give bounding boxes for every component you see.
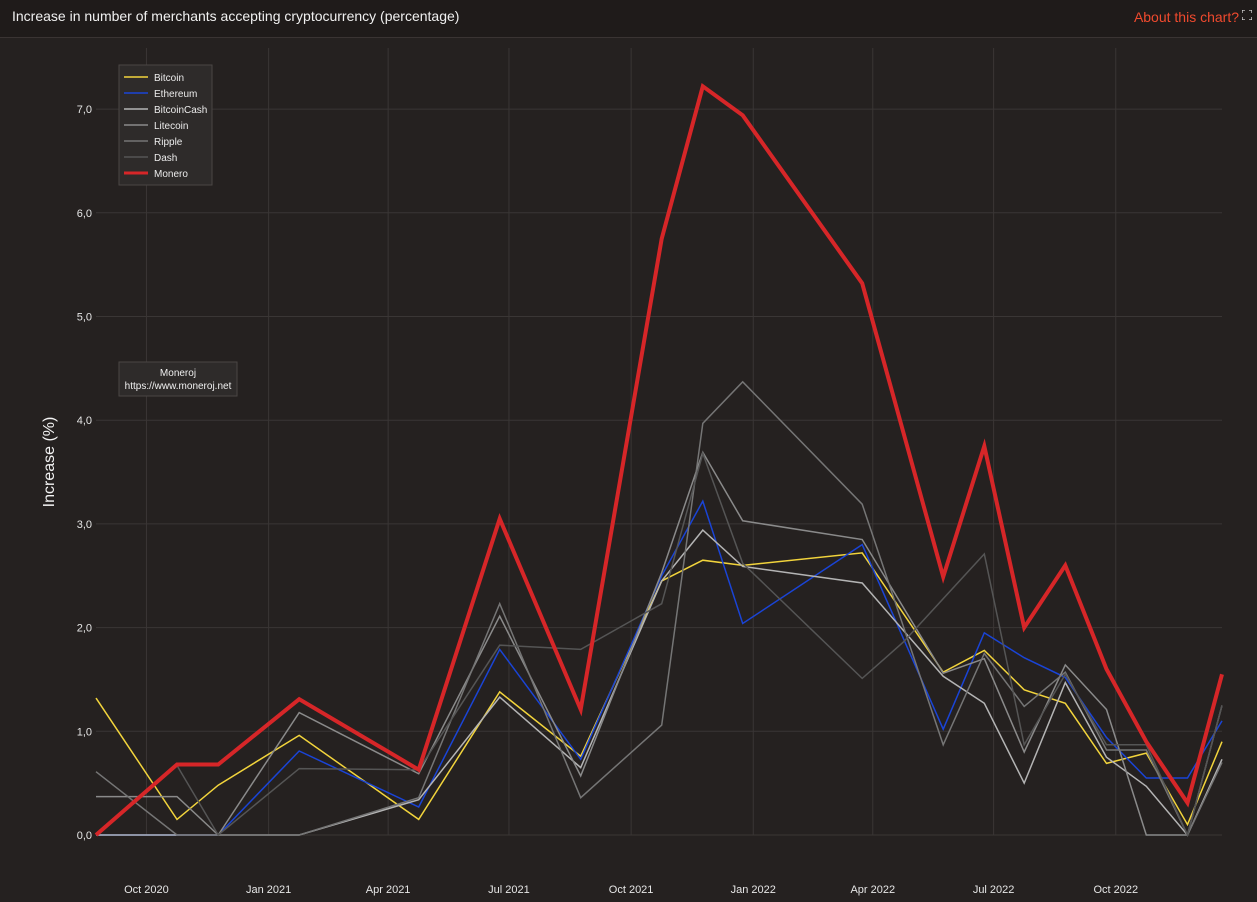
legend-label-ethereum: Ethereum xyxy=(154,89,197,100)
legend-label-bitcoincash: BitcoinCash xyxy=(154,105,207,116)
legend-label-ripple: Ripple xyxy=(154,137,183,148)
x-tick-label: Oct 2021 xyxy=(609,884,654,896)
series-line-ripple xyxy=(95,380,1223,837)
x-tick-label: Jul 2022 xyxy=(973,884,1015,896)
grid xyxy=(96,48,1222,836)
y-tick-label: 2,0 xyxy=(77,623,92,635)
x-tick-label: Apr 2022 xyxy=(850,884,895,896)
series-line-monero xyxy=(94,82,1224,837)
chart-title: Increase in number of merchants acceptin… xyxy=(12,8,460,24)
legend: Bitcoin Ethereum BitcoinCash Litecoin Ripple… xyxy=(118,64,213,186)
y-tick-label: 0,0 xyxy=(77,830,92,842)
line-chart: 0,0 1,0 2,0 3,0 4,0 5,0 6,0 7,0 Oct 2020 Jan 202… xyxy=(41,48,1224,896)
x-tick-label: Apr 2021 xyxy=(366,884,411,896)
legend-label-bitcoin: Bitcoin xyxy=(154,73,184,84)
about-chart-link[interactable]: About this chart? xyxy=(1133,9,1239,25)
y-tick-label: 3,0 xyxy=(77,519,92,531)
watermark-name: Moneroj xyxy=(160,368,196,379)
watermark: Moneroj https://www.moneroj.net xyxy=(118,361,238,397)
y-tick-label: 4,0 xyxy=(77,415,92,427)
series-lines xyxy=(94,82,1224,838)
y-tick-label: 6,0 xyxy=(77,208,92,220)
series-line-bitcoin xyxy=(95,552,1223,827)
x-tick-label: Oct 2020 xyxy=(124,884,169,896)
watermark-url: https://www.moneroj.net xyxy=(125,381,232,392)
series-line-ethereum xyxy=(96,499,1223,836)
series-line-litecoin xyxy=(96,450,1223,837)
legend-label-dash: Dash xyxy=(154,153,177,164)
y-axis-label: Increase (%) xyxy=(41,417,58,508)
x-axis: Oct 2020 Jan 2021 Apr 2021 Jul 2021 Oct 2021… xyxy=(124,884,1138,896)
x-tick-label: Jul 2021 xyxy=(488,884,530,896)
x-tick-label: Jan 2022 xyxy=(731,884,776,896)
chart-header: Increase in number of merchants acceptin… xyxy=(0,0,1257,38)
expand-icon[interactable] xyxy=(1242,10,1252,20)
series-line-dash xyxy=(95,450,1223,838)
legend-label-litecoin: Litecoin xyxy=(154,121,188,132)
x-tick-label: Oct 2022 xyxy=(1093,884,1138,896)
y-tick-label: 7,0 xyxy=(77,104,92,116)
x-tick-label: Jan 2021 xyxy=(246,884,291,896)
y-tick-label: 5,0 xyxy=(77,312,92,324)
legend-label-monero: Monero xyxy=(154,169,188,180)
y-tick-label: 1,0 xyxy=(77,726,92,738)
y-axis: 0,0 1,0 2,0 3,0 4,0 5,0 6,0 7,0 xyxy=(77,104,92,842)
